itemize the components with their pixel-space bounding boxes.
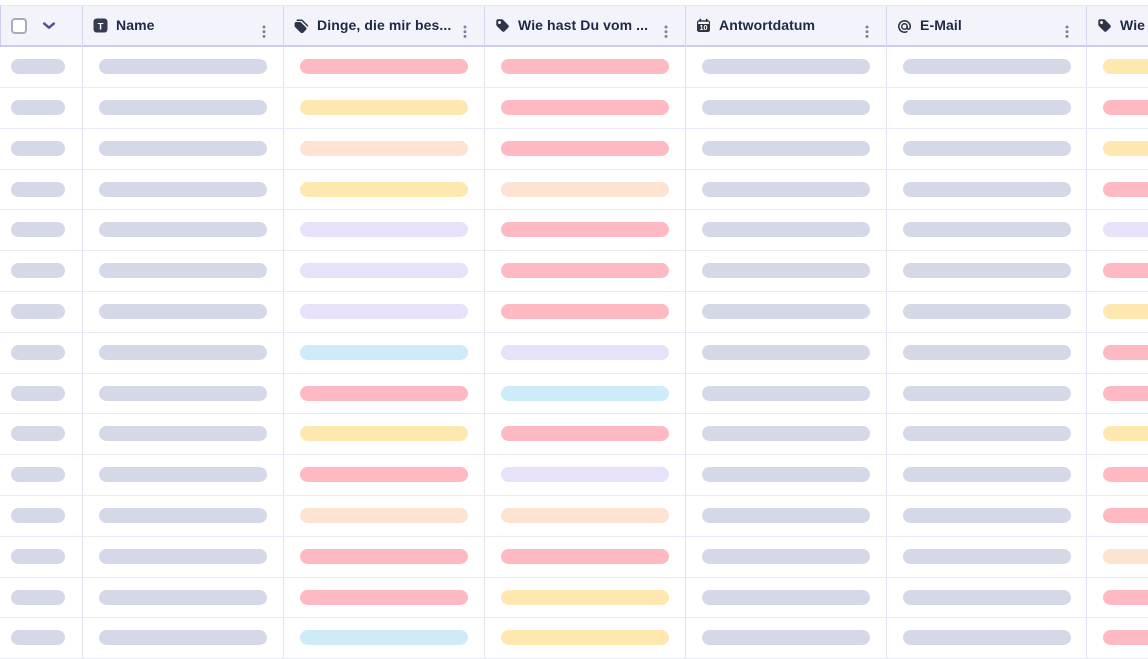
svg-text:T: T	[98, 21, 104, 32]
svg-text:10: 10	[700, 23, 708, 32]
